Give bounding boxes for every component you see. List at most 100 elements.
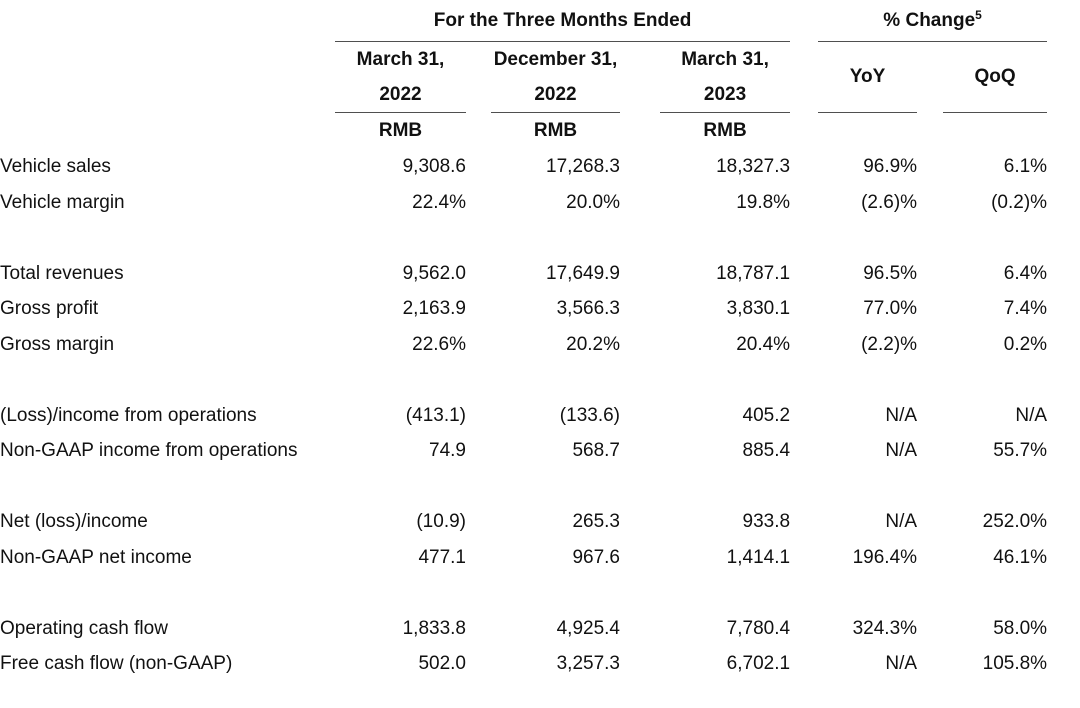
cell-value: N/A — [885, 404, 918, 426]
column-gap — [620, 112, 660, 149]
column-gap — [620, 398, 660, 434]
cell-value: 568.7 — [572, 440, 620, 462]
row-label: (Loss)/income from operations — [0, 404, 257, 426]
cell-value: (0.2)% — [991, 191, 1048, 213]
column-gap — [790, 540, 818, 576]
cell-value: (133.6) — [559, 404, 620, 426]
cell-value: 0.2% — [1003, 333, 1048, 355]
column-gap — [620, 256, 660, 292]
table-row: Gross margin 22.6% 20.2% 20.4% (2.2)% 0.2% — [0, 327, 1047, 363]
column-gap — [917, 149, 943, 185]
col-header-date: December 31, — [493, 48, 618, 70]
cell-value: 477.1 — [418, 546, 466, 568]
column-gap — [466, 112, 491, 149]
cell-value: 4,925.4 — [556, 617, 620, 639]
spacer-cell — [0, 220, 1047, 256]
cell-value: 20.2% — [566, 333, 620, 355]
financial-results-table: For the Three Months Ended % Change5 Mar… — [0, 0, 1048, 682]
row-label: Vehicle margin — [0, 191, 125, 213]
table-row: Gross profit 2,163.9 3,566.3 3,830.1 77.0% 7.… — [0, 291, 1047, 327]
column-gap — [620, 77, 660, 112]
column-gap — [466, 149, 491, 185]
column-gap — [790, 41, 818, 77]
column-gap — [917, 41, 943, 112]
col-header-date: March 31, — [356, 48, 445, 70]
spacer-row — [0, 220, 1047, 256]
cell-value: 9,562.0 — [402, 262, 466, 284]
column-gap — [466, 41, 491, 77]
blank-cell — [818, 112, 917, 149]
cell-value: 1,833.8 — [402, 617, 466, 639]
col-header-year: 2022 — [491, 77, 620, 113]
footnote-superscript: 5 — [975, 7, 982, 22]
row-label: Non-GAAP income from operations — [0, 440, 298, 462]
column-gap — [620, 327, 660, 363]
column-gap — [790, 77, 818, 112]
col-header-date: March 31, — [681, 48, 769, 70]
table-row: Vehicle sales 9,308.6 17,268.3 18,327.3 96.9… — [0, 149, 1047, 185]
pct-change-label: % Change — [883, 9, 976, 31]
column-gap — [790, 112, 818, 149]
spacer-cell — [0, 469, 1047, 505]
cell-value: 1,414.1 — [726, 546, 791, 568]
cell-value: 77.0% — [863, 298, 918, 320]
cell-value: 55.7% — [993, 440, 1048, 462]
column-gap — [466, 646, 491, 682]
cell-value: 885.4 — [742, 440, 791, 462]
cell-value: (10.9) — [416, 511, 466, 533]
column-gap — [620, 504, 660, 540]
column-gap — [466, 611, 491, 647]
cell-value: 17,649.9 — [546, 262, 620, 284]
table-row: (Loss)/income from operations (413.1) (133… — [0, 398, 1047, 434]
cell-value: 46.1% — [993, 546, 1048, 568]
col-header-qoq: QoQ — [943, 41, 1048, 113]
column-gap — [917, 291, 943, 327]
cell-value: 967.6 — [572, 546, 620, 568]
cell-value: 502.0 — [418, 653, 466, 675]
cell-value: 7.4% — [1003, 298, 1048, 320]
cell-value: 196.4% — [852, 546, 918, 568]
column-gap — [620, 540, 660, 576]
column-gap — [620, 41, 660, 77]
cell-value: 96.5% — [863, 262, 918, 284]
column-gap — [620, 185, 660, 221]
column-gap — [790, 291, 818, 327]
cell-value: (413.1) — [405, 404, 466, 426]
group-header-row: For the Three Months Ended % Change5 — [0, 0, 1048, 42]
table-row: Non-GAAP income from operations 74.9 568.7… — [0, 433, 1047, 469]
cell-value: 252.0% — [982, 511, 1048, 533]
column-gap — [790, 611, 818, 647]
col-header-unit: RMB — [378, 120, 423, 142]
column-gap — [790, 185, 818, 221]
column-gap — [917, 611, 943, 647]
column-gap — [620, 611, 660, 647]
cell-value: 18,327.3 — [716, 156, 791, 178]
cell-value: N/A — [885, 653, 918, 675]
corner-blank — [0, 112, 335, 149]
date-header-row-1: March 31, December 31, March 31, YoY QoQ — [0, 41, 1048, 113]
column-gap — [917, 646, 943, 682]
table-row: Vehicle margin 22.4% 20.0% 19.8% (2.6)% (0.2)… — [0, 185, 1047, 221]
column-gap — [466, 291, 491, 327]
col-header-year: 2023 — [660, 77, 791, 113]
column-gap — [790, 0, 818, 41]
cell-value: 6,702.1 — [726, 653, 791, 675]
column-gap — [466, 540, 491, 576]
cell-value: 933.8 — [742, 511, 791, 533]
column-gap — [790, 398, 818, 434]
col-header-year: 2022 — [335, 77, 466, 113]
cell-value: 22.6% — [412, 333, 466, 355]
table-row: Total revenues 9,562.0 17,649.9 18,787.1 96.… — [0, 256, 1047, 292]
cell-value: 20.0% — [566, 191, 620, 213]
cell-value: 17,268.3 — [546, 156, 620, 178]
table-row: Net (loss)/income (10.9) 265.3 933.8 N/A 252.… — [0, 504, 1047, 540]
column-gap — [466, 256, 491, 292]
column-gap — [917, 256, 943, 292]
column-gap — [466, 504, 491, 540]
cell-value: N/A — [885, 511, 918, 533]
column-gap — [466, 185, 491, 221]
group-header-pct-change: % Change5 — [818, 0, 1048, 42]
col-header-unit: RMB — [703, 120, 747, 142]
column-gap — [790, 504, 818, 540]
cell-value: (2.2)% — [861, 333, 918, 355]
